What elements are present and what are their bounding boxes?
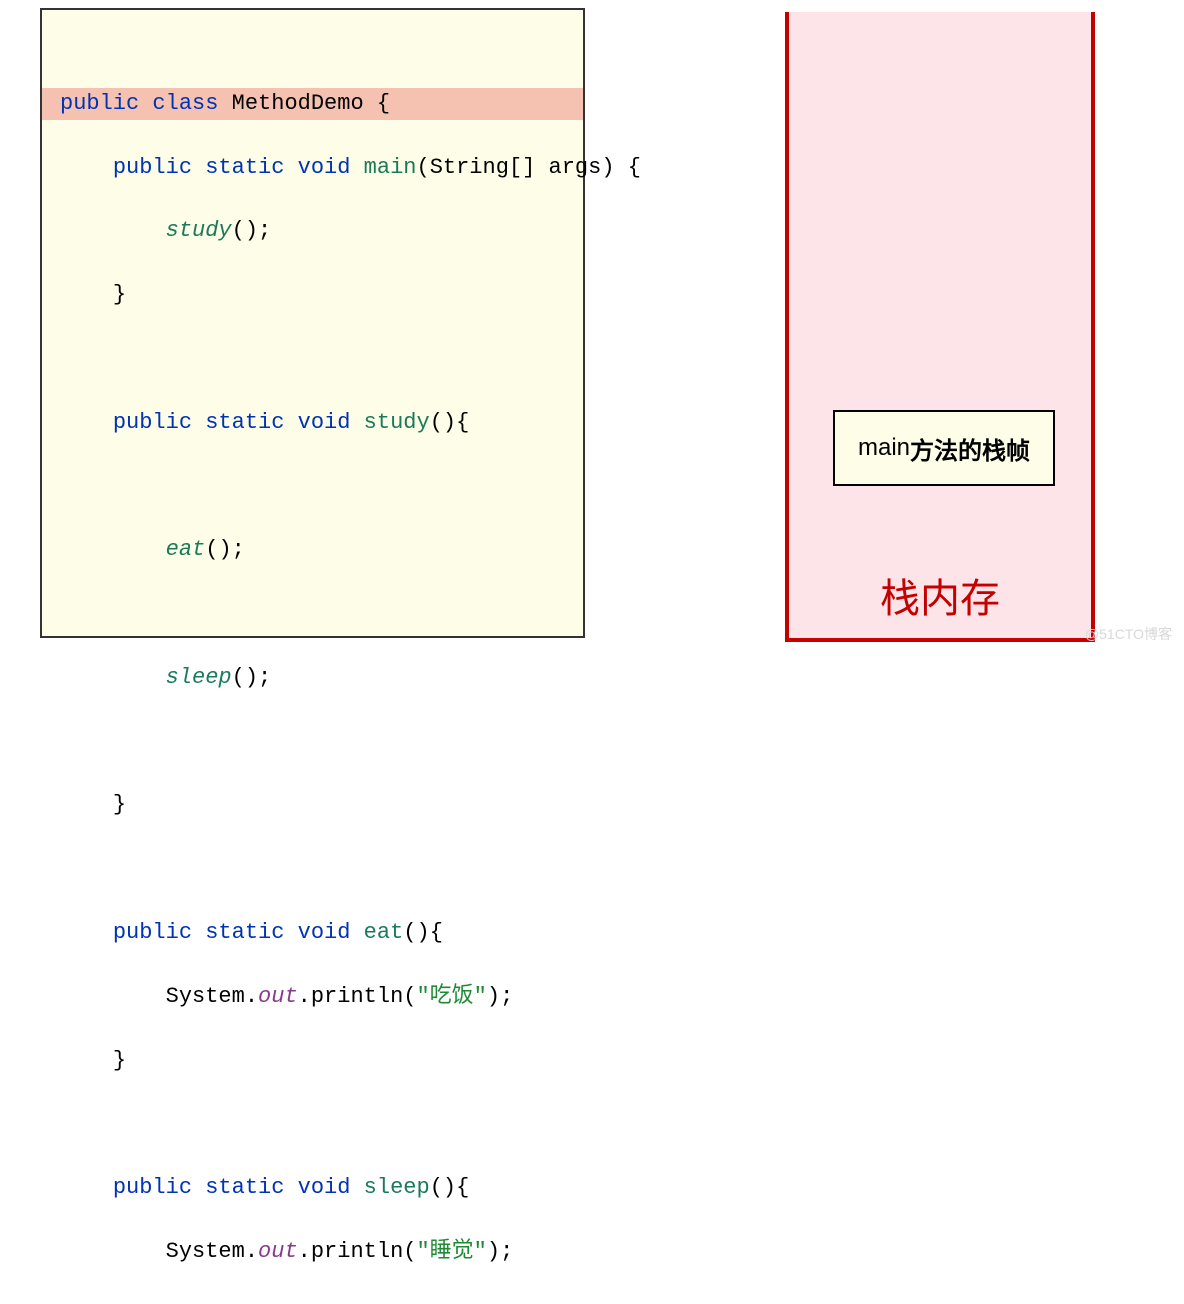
println-1: println — [311, 984, 403, 1009]
stack-label: 栈内存 — [789, 566, 1091, 624]
semi-4: ; — [500, 984, 513, 1009]
semi-5: ; — [500, 1239, 513, 1264]
str-eat: "吃饭" — [416, 984, 486, 1009]
paren-eat-o: ( — [205, 537, 218, 562]
kw-void-2: void — [298, 410, 351, 435]
close-brace-1: } — [113, 282, 126, 307]
param-args: args — [549, 155, 602, 180]
paren-study-o: ( — [232, 218, 245, 243]
kw-void-3: void — [298, 920, 351, 945]
code-panel: public class MethodDemo { public static … — [40, 8, 585, 638]
dot-1: . — [245, 984, 258, 1009]
kw-class: class — [152, 91, 218, 116]
stack-frame-main: main方法的栈帧 — [833, 410, 1055, 486]
close-paren-1: ) — [601, 155, 614, 180]
str-sleep: "睡觉" — [416, 1239, 486, 1264]
method-study: study — [364, 410, 430, 435]
method-sleep: sleep — [364, 1175, 430, 1200]
kw-static-4: static — [205, 1175, 284, 1200]
paren-sleep-c: ) — [245, 665, 258, 690]
dot-4: . — [298, 1239, 311, 1264]
type-string: String — [430, 155, 509, 180]
paren-println2-o: ( — [403, 1239, 416, 1264]
kw-void-4: void — [298, 1175, 351, 1200]
frame-suffix: 方法的栈帧 — [910, 431, 1030, 466]
out-1: out — [258, 984, 298, 1009]
watermark: @51CTO博客 — [1085, 624, 1172, 644]
method-eat: eat — [364, 920, 404, 945]
call-study: study — [166, 218, 232, 243]
open-brace-4: { — [430, 920, 443, 945]
paren-sleep2-c: ) — [443, 1175, 456, 1200]
paren-eat2-o: ( — [403, 920, 416, 945]
open-brace-5: { — [456, 1175, 469, 1200]
paren-println1-o: ( — [403, 984, 416, 1009]
system-2: System — [166, 1239, 245, 1264]
system-1: System — [166, 984, 245, 1009]
dot-2: . — [298, 984, 311, 1009]
kw-public-5: public — [113, 1175, 192, 1200]
brackets: [] — [509, 155, 535, 180]
paren-eat-c: ) — [218, 537, 231, 562]
semi-1: ; — [258, 218, 271, 243]
kw-public-3: public — [113, 410, 192, 435]
out-2: out — [258, 1239, 298, 1264]
call-sleep: sleep — [166, 665, 232, 690]
close-brace-3: } — [113, 1048, 126, 1073]
method-main: main — [364, 155, 417, 180]
paren-sleep-o: ( — [232, 665, 245, 690]
kw-public-1: public — [60, 91, 139, 116]
frame-prefix: main — [858, 434, 910, 462]
kw-static-1: static — [205, 155, 284, 180]
call-eat: eat — [166, 537, 206, 562]
println-2: println — [311, 1239, 403, 1264]
kw-public-4: public — [113, 920, 192, 945]
open-paren-1: ( — [416, 155, 429, 180]
dot-3: . — [245, 1239, 258, 1264]
open-brace-1: { — [377, 91, 390, 116]
kw-void-1: void — [298, 155, 351, 180]
semi-2: ; — [232, 537, 245, 562]
open-brace-3: { — [456, 410, 469, 435]
kw-static-2: static — [205, 410, 284, 435]
stack-panel: main方法的栈帧 栈内存 — [785, 12, 1095, 642]
class-name: MethodDemo — [232, 91, 364, 116]
kw-public-2: public — [113, 155, 192, 180]
paren-println2-c: ) — [487, 1239, 500, 1264]
close-brace-2: } — [113, 792, 126, 817]
kw-static-3: static — [205, 920, 284, 945]
open-brace-2: { — [628, 155, 641, 180]
semi-3: ; — [258, 665, 271, 690]
paren-study-c: ) — [245, 218, 258, 243]
paren-study2-c: ) — [443, 410, 456, 435]
paren-eat2-c: ) — [416, 920, 429, 945]
paren-study2-o: ( — [430, 410, 443, 435]
paren-sleep2-o: ( — [430, 1175, 443, 1200]
paren-println1-c: ) — [487, 984, 500, 1009]
close-brace-4: } — [113, 1303, 126, 1304]
